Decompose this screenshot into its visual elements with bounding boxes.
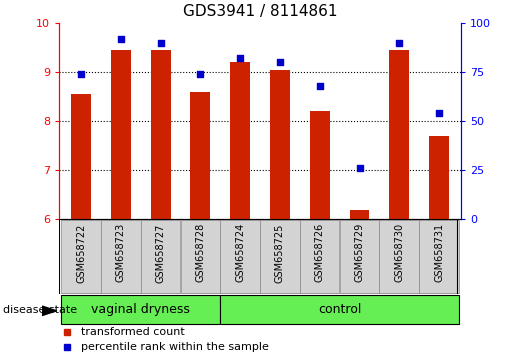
Point [77, 71, 85, 77]
Bar [71, 94, 91, 219]
FancyBboxPatch shape [61, 295, 220, 324]
Bar [151, 50, 170, 219]
Text: percentile rank within the sample: percentile rank within the sample [81, 342, 269, 352]
Point [316, 83, 324, 89]
Polygon shape [42, 306, 57, 315]
Text: control: control [318, 303, 362, 316]
FancyBboxPatch shape [61, 220, 101, 293]
FancyBboxPatch shape [260, 220, 300, 293]
Point [157, 40, 165, 45]
FancyBboxPatch shape [339, 220, 379, 293]
Point [117, 36, 125, 41]
Bar [230, 62, 250, 219]
Point [435, 110, 443, 116]
Text: GSM658724: GSM658724 [235, 223, 245, 282]
Point [236, 56, 244, 61]
Bar [270, 70, 290, 219]
Title: GDS3941 / 8114861: GDS3941 / 8114861 [183, 4, 337, 19]
Text: GSM658723: GSM658723 [116, 223, 126, 282]
FancyBboxPatch shape [300, 220, 339, 293]
Point [355, 166, 364, 171]
Text: vaginal dryness: vaginal dryness [91, 303, 190, 316]
Text: GSM658722: GSM658722 [76, 223, 86, 282]
Text: GSM658727: GSM658727 [156, 223, 166, 282]
Bar [350, 210, 369, 219]
Text: GSM658728: GSM658728 [195, 223, 205, 282]
Text: disease state: disease state [3, 306, 77, 315]
Bar [191, 92, 210, 219]
FancyBboxPatch shape [220, 220, 260, 293]
FancyBboxPatch shape [181, 220, 220, 293]
Text: GSM658731: GSM658731 [434, 223, 444, 282]
FancyBboxPatch shape [419, 220, 459, 293]
Text: GSM658730: GSM658730 [394, 223, 404, 282]
Bar [389, 50, 409, 219]
FancyBboxPatch shape [220, 295, 459, 324]
Point [276, 59, 284, 65]
Text: GSM658726: GSM658726 [315, 223, 325, 282]
Point [395, 40, 403, 45]
FancyBboxPatch shape [380, 220, 419, 293]
Text: transformed count: transformed count [81, 327, 185, 337]
Text: GSM658729: GSM658729 [354, 223, 365, 282]
FancyBboxPatch shape [101, 220, 141, 293]
Bar [111, 50, 131, 219]
FancyBboxPatch shape [141, 220, 180, 293]
Bar [310, 112, 330, 219]
Bar [429, 136, 449, 219]
Point [196, 71, 204, 77]
Text: GSM658725: GSM658725 [275, 223, 285, 282]
